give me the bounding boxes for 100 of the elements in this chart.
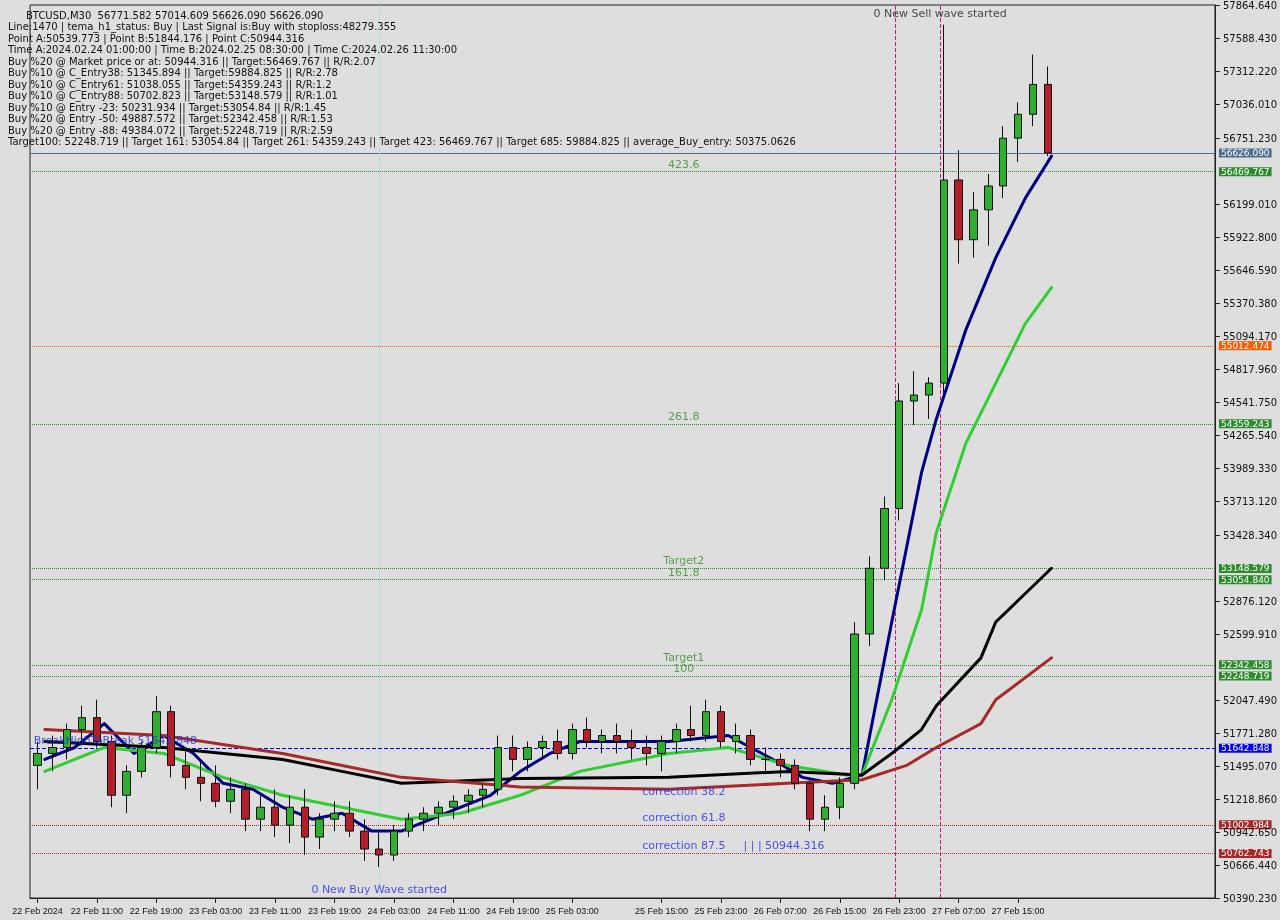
ref-line-label: 53148.579: [1220, 563, 1270, 574]
candlestick: [523, 741, 532, 772]
candlestick: [1014, 101, 1022, 163]
chart-title: BTCUSD,M30 56771.582 57014.609 56626.090 56626.090: [26, 9, 324, 21]
y-tick-label: 52047.490: [1222, 694, 1277, 706]
candlestick: [419, 806, 428, 832]
ref-line-label: 53054.840: [1220, 574, 1270, 585]
annotation: Point A:50539.773 | Point B:51844.176 | Point C:50944.316: [8, 32, 305, 45]
ref-line-label: 0 New Sell wave started: [873, 7, 1007, 20]
y-tick-label: 51771.280: [1222, 727, 1277, 739]
x-tick-label: 25 Feb 23:00: [694, 905, 748, 916]
candlestick: [464, 788, 473, 814]
y-tick-label: 51218.860: [1222, 793, 1277, 805]
x-tick-label: 22 Feb 2024: [12, 905, 63, 916]
candlestick: [821, 794, 829, 832]
x-tick-label: 27 Feb 07:00: [932, 905, 986, 916]
annotation: Buy %10 @ C_Entry88: 50702.823 || Target:53148.579 || R/R:1.01: [8, 90, 338, 102]
candlestick: [746, 729, 755, 766]
ref-line-label: 0 New Buy Wave started: [311, 883, 447, 896]
ref-line-label: 52342.458: [1220, 659, 1270, 670]
y-tick-label: 56751.230: [1222, 132, 1277, 144]
ref-line-label: 50762.743: [1220, 848, 1270, 859]
annotation: | | | 50944.316: [743, 839, 825, 853]
x-tick-label: 27 Feb 15:00: [991, 905, 1045, 916]
x-tick-label: 23 Feb 03:00: [189, 905, 243, 916]
annotation: correction 87.5: [642, 839, 726, 853]
candlestick: [969, 191, 978, 259]
candlestick: [642, 735, 651, 766]
x-tick-label: 25 Feb 03:00: [545, 905, 599, 916]
candlestick: [494, 735, 502, 796]
y-tick-label: 55922.800: [1222, 231, 1277, 243]
candlestick: [553, 729, 562, 760]
y-tick-label: 57312.220: [1222, 65, 1277, 77]
y-tick-label: 52876.120: [1222, 595, 1277, 607]
ref-line-label: 52248.719: [1220, 670, 1270, 681]
candlestick: [836, 776, 844, 820]
candlestick: [583, 717, 591, 748]
x-tick-label: 24 Feb 11:00: [427, 905, 480, 916]
candlestick: [895, 382, 903, 521]
ref-line-label: 55012.474: [1220, 340, 1270, 351]
y-tick-label: 55370.380: [1222, 297, 1277, 309]
candlestick: [984, 173, 993, 247]
candlestick: [1029, 54, 1037, 127]
annotation: Buy %10 @ Entry -23: 50231.934 || Target:53054.84 || R/R:1.45: [8, 101, 327, 114]
ref-line-label: 54359.243: [1220, 418, 1270, 429]
candlestick: [627, 729, 636, 760]
annotation: 261.8: [668, 409, 700, 423]
candlestick: [613, 723, 621, 754]
candlestick: [405, 812, 413, 838]
y-tick-label: 53989.330: [1222, 462, 1277, 474]
candlestick: [286, 794, 294, 844]
annotation: Target2: [662, 554, 705, 568]
y-tick-label: 55094.170: [1222, 330, 1277, 342]
annotation: Buy %10 @ C_Entry38: 51345.894 || Target:59884.825 || R/R:2.78: [8, 67, 338, 79]
x-tick-label: 23 Feb 19:00: [308, 905, 362, 916]
candlestick: [672, 723, 681, 754]
y-tick-label: 54265.540: [1222, 429, 1277, 441]
y-tick-label: 57036.010: [1222, 98, 1277, 110]
x-tick-label: 26 Feb 15:00: [813, 905, 867, 916]
candlestick: [315, 812, 324, 850]
candlestick: [538, 735, 547, 760]
annotation: correction 61.8: [642, 810, 726, 824]
candlestick: [776, 752, 785, 778]
annotation: Line:1470 | tema_h1_status: Buy | Last Signal is:Buy with stoploss:48279.355: [8, 21, 397, 33]
candlestick: [865, 555, 874, 647]
x-tick-label: 24 Feb 03:00: [367, 905, 421, 916]
candlestick: [925, 376, 933, 420]
y-tick-label: 51495.070: [1222, 760, 1277, 772]
candlestick: [954, 149, 963, 265]
annotation: 161.8: [668, 565, 700, 579]
candlestick: [598, 729, 606, 754]
annotation: Time A:2024.02.24 01:00:00 | Time B:2024.02.25 08:30:00 | Time C:2024.02.26 11:30:00: [7, 44, 458, 56]
candlestick: [256, 794, 265, 832]
candlestick: [850, 621, 859, 790]
annotation: Target1: [662, 650, 705, 664]
y-tick-label: 54541.750: [1222, 396, 1277, 408]
annotation: 423.6: [668, 157, 700, 171]
y-tick-label: 53428.340: [1222, 529, 1277, 541]
candlestick: [226, 776, 235, 814]
y-tick-label: 57864.640: [1222, 0, 1277, 11]
candlestick: [182, 746, 190, 790]
candlestick: [717, 705, 725, 748]
y-tick-label: 52599.910: [1222, 628, 1277, 640]
candlestick: [122, 764, 131, 814]
candlestick: [940, 24, 948, 396]
annotation: Buy %20 @ Entry -50: 49887.572 || Target:52342.458 || R/R:1.53: [8, 113, 333, 125]
candlestick: [999, 125, 1007, 199]
x-tick-label: 26 Feb 07:00: [753, 905, 807, 916]
x-tick-label: 25 Feb 15:00: [634, 905, 688, 916]
candlestick: [761, 746, 770, 772]
candlestick: [197, 758, 205, 802]
candlestick: [390, 824, 398, 862]
candlestick: [509, 735, 517, 772]
candlestick: [687, 705, 695, 743]
x-tick-label: 24 Feb 19:00: [486, 905, 540, 916]
x-tick-label: 23 Feb 11:00: [248, 905, 302, 916]
candlestick: [568, 723, 577, 760]
y-tick-label: 53713.120: [1222, 495, 1277, 507]
candlestick: [880, 496, 889, 581]
candlestick: [1044, 65, 1052, 157]
